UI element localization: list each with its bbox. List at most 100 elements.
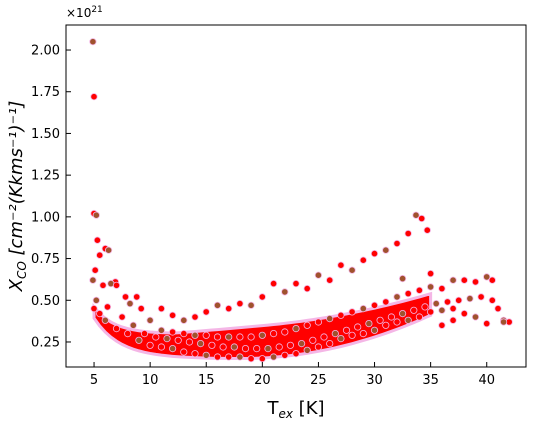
x-tick-label: 35 bbox=[422, 373, 439, 388]
data-point bbox=[342, 326, 351, 334]
data-point bbox=[241, 344, 250, 353]
data-point bbox=[404, 229, 412, 238]
data-point bbox=[169, 311, 177, 319]
data-point bbox=[101, 316, 109, 324]
data-point bbox=[370, 326, 379, 334]
y-tick-label: 0.75 bbox=[31, 252, 60, 267]
data-point bbox=[191, 331, 199, 339]
data-point bbox=[89, 276, 97, 284]
x-tick-label: 15 bbox=[198, 373, 215, 388]
data-point bbox=[348, 331, 356, 339]
data-point bbox=[133, 293, 141, 301]
data-point bbox=[292, 279, 300, 288]
data-point bbox=[348, 266, 356, 274]
data-point bbox=[152, 333, 160, 341]
data-point bbox=[247, 355, 255, 363]
data-point bbox=[169, 328, 177, 336]
data-point bbox=[438, 306, 446, 314]
data-point bbox=[438, 284, 446, 293]
data-point bbox=[326, 314, 334, 323]
data-point bbox=[404, 289, 412, 298]
y-tick-label: 2.00 bbox=[31, 44, 60, 59]
data-point bbox=[197, 339, 205, 348]
data-point bbox=[236, 333, 244, 341]
data-point bbox=[225, 353, 233, 361]
data-point bbox=[112, 281, 121, 289]
data-point bbox=[90, 304, 98, 313]
data-points bbox=[89, 38, 513, 363]
data-point bbox=[281, 351, 289, 359]
data-point bbox=[89, 38, 97, 46]
data-point bbox=[354, 323, 362, 331]
data-point bbox=[488, 276, 496, 284]
data-point bbox=[483, 273, 491, 281]
y-axis-ticks: 0.25 0.50 0.75 1.00 1.25 1.50 1.75 2.00 bbox=[31, 44, 71, 350]
data-point bbox=[418, 214, 426, 223]
data-point bbox=[253, 344, 261, 353]
data-point bbox=[286, 341, 294, 349]
data-point bbox=[376, 316, 384, 324]
data-point bbox=[404, 316, 412, 324]
y-tick-label: 1.75 bbox=[31, 85, 60, 100]
data-point bbox=[219, 343, 227, 351]
x-axis-label: Tex [K] bbox=[266, 398, 324, 421]
x-tick-label: 20 bbox=[254, 373, 271, 388]
data-point bbox=[281, 288, 289, 296]
data-point bbox=[281, 328, 289, 336]
data-point bbox=[185, 338, 193, 346]
data-point bbox=[331, 329, 339, 338]
data-point bbox=[213, 353, 222, 361]
data-point bbox=[426, 269, 435, 278]
data-point bbox=[236, 353, 244, 361]
data-point bbox=[432, 299, 440, 308]
data-point bbox=[382, 321, 390, 329]
data-point bbox=[410, 306, 418, 314]
data-point bbox=[202, 351, 210, 359]
data-point bbox=[382, 298, 390, 306]
data-point bbox=[421, 303, 429, 311]
data-point bbox=[449, 276, 457, 284]
y-axis-label: XCO [cm⁻²(Kkms⁻¹)⁻¹] bbox=[6, 101, 29, 293]
y-tick-label: 0.25 bbox=[31, 335, 60, 350]
data-point bbox=[393, 293, 401, 301]
data-point bbox=[163, 334, 171, 343]
data-point bbox=[303, 346, 311, 354]
data-point bbox=[208, 341, 216, 349]
data-point bbox=[202, 331, 210, 339]
data-point bbox=[292, 324, 300, 333]
x-tick-label: 10 bbox=[142, 373, 159, 388]
data-point bbox=[121, 293, 130, 301]
x-tick-label: 25 bbox=[310, 373, 327, 388]
data-point bbox=[269, 279, 278, 288]
x-axis-ticks: 5 10 15 20 25 30 35 40 bbox=[90, 362, 495, 388]
data-point bbox=[230, 343, 238, 351]
data-point bbox=[93, 236, 102, 244]
data-point bbox=[359, 329, 367, 338]
data-point bbox=[105, 246, 113, 254]
data-point bbox=[126, 299, 134, 308]
data-point bbox=[443, 298, 452, 306]
data-point bbox=[415, 286, 423, 294]
data-point bbox=[398, 274, 407, 283]
data-point bbox=[292, 350, 300, 358]
data-point bbox=[326, 276, 334, 284]
data-point bbox=[449, 316, 457, 324]
data-point bbox=[488, 296, 496, 304]
data-point bbox=[99, 281, 107, 289]
plot-area bbox=[65, 24, 527, 368]
data-point bbox=[180, 316, 188, 324]
data-point bbox=[180, 329, 188, 338]
data-point bbox=[398, 309, 407, 318]
data-point bbox=[275, 343, 283, 351]
data-point bbox=[169, 344, 177, 353]
y-tick-label: 1.25 bbox=[31, 169, 60, 184]
data-point bbox=[387, 313, 395, 321]
data-point bbox=[365, 319, 373, 328]
data-point bbox=[423, 226, 431, 234]
y-tick-label: 0.50 bbox=[31, 294, 60, 309]
data-point bbox=[309, 336, 317, 344]
data-point bbox=[269, 353, 278, 361]
data-point bbox=[326, 339, 334, 348]
data-point bbox=[449, 304, 457, 313]
